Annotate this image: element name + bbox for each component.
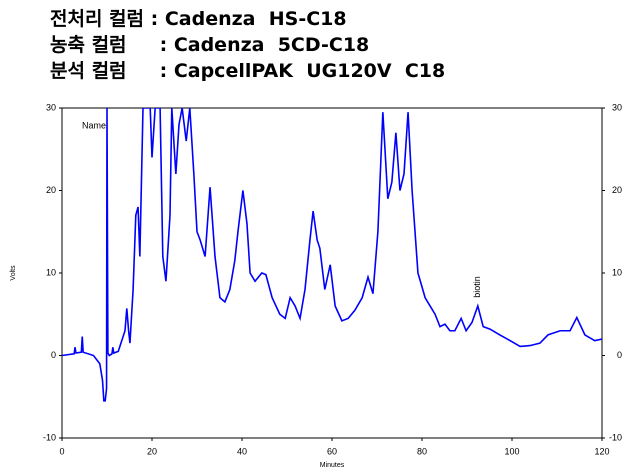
x-tick-label: 120	[594, 446, 609, 456]
y2-tick-label: 0	[617, 350, 622, 360]
y2-tick-label: 20	[612, 185, 622, 195]
x-tick-label: 20	[147, 446, 157, 456]
y2-tick-label: -10	[609, 432, 622, 442]
header-line: 전처리 컬럼 : Cadenza HS-C18	[50, 8, 347, 30]
x-axis-label: Minutes	[320, 462, 345, 469]
plot-frame	[61, 107, 603, 439]
y-tick-label: 20	[46, 185, 56, 195]
annotation: biotin	[472, 276, 482, 298]
x-tick-label: 80	[417, 446, 427, 456]
x-tick-label: 100	[504, 446, 519, 456]
x-tick-label: 40	[237, 446, 247, 456]
y2-tick-label: 30	[612, 102, 622, 112]
y-tick-label: -10	[43, 432, 56, 442]
legend-name: Name	[82, 120, 106, 130]
x-tick-label: 0	[59, 446, 64, 456]
y-tick-label: 30	[46, 102, 56, 112]
y2-tick-label: 10	[612, 267, 622, 277]
x-tick-label: 60	[327, 446, 337, 456]
y-axis-label: Volts	[10, 265, 17, 281]
header-line: 분석 컬럼 : CapcellPAK UG120V C18	[50, 60, 446, 82]
header-line: 농축 컬럼 : Cadenza 5CD-C18	[50, 34, 370, 56]
y-tick-label: 10	[46, 267, 56, 277]
data-line	[62, 108, 602, 402]
y-tick-label: 0	[51, 350, 56, 360]
